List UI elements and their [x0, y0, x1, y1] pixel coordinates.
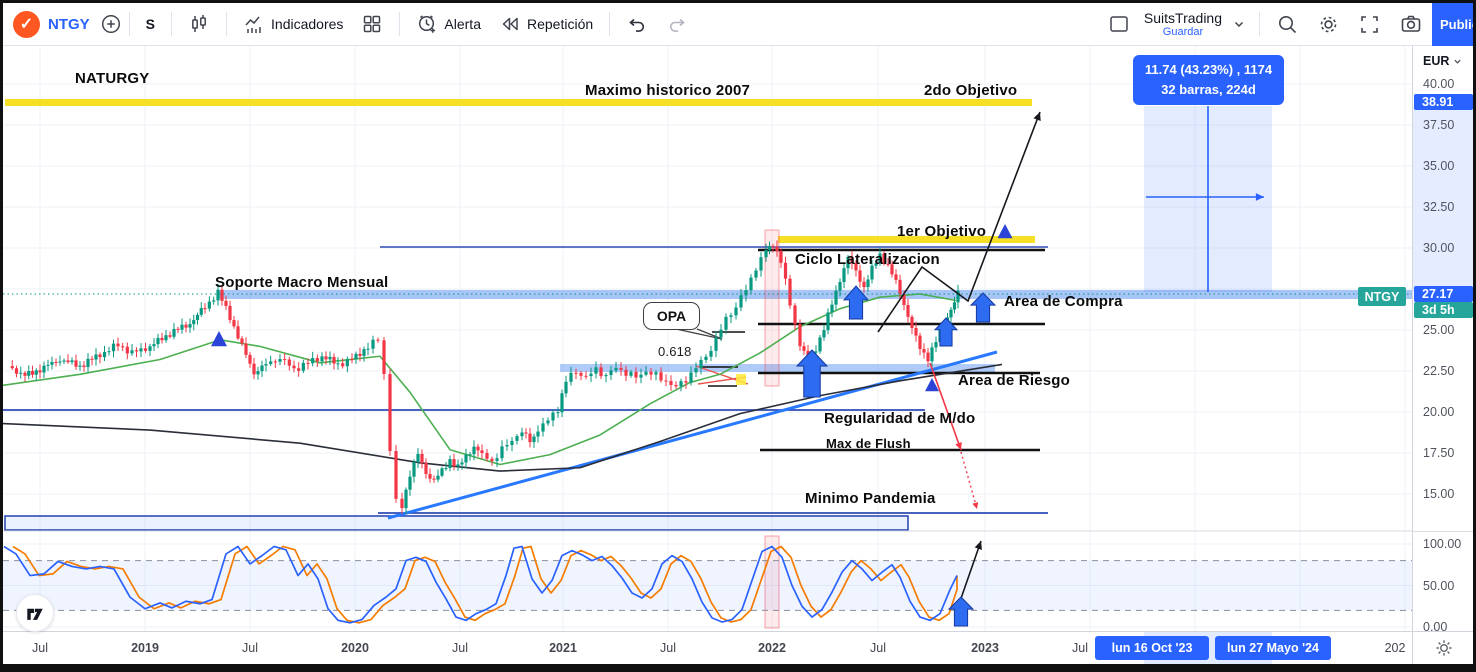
currency-selector[interactable]: EUR — [1423, 54, 1462, 68]
price-tick: 22.50 — [1423, 364, 1455, 378]
price-tick: 30.00 — [1423, 241, 1455, 255]
measure-bars-count: 32 barras, 224d — [1161, 82, 1256, 97]
templates-grid-icon[interactable] — [352, 7, 392, 41]
time-axis[interactable]: Jul 2019 Jul 2020 Jul 2021 Jul 2022 Jul 2023 Jul 20… — [3, 631, 1412, 665]
measure-tooltip: 11.74 (43.23%) , 1174 32 barras, 224d — [1133, 55, 1284, 105]
stoch-tick: 100.00 — [1423, 537, 1462, 551]
symbol-status-badge[interactable]: NTGY — [1358, 287, 1406, 306]
search-icon[interactable] — [1267, 7, 1308, 41]
label-area-riesgo[interactable]: Area de Riesgo — [958, 372, 1071, 389]
snapshot-camera-icon[interactable] — [1390, 7, 1432, 41]
interval-button[interactable]: S — [145, 16, 156, 32]
price-tick: 20.00 — [1423, 405, 1455, 419]
time-tick: Jul — [1072, 641, 1088, 655]
publish-button[interactable]: Publicar — [1432, 2, 1473, 46]
buy-block-arrow — [933, 317, 959, 347]
candlestick-series[interactable] — [10, 240, 960, 515]
label-max-flush[interactable]: Max de Flush — [826, 436, 911, 451]
stoch-k-line[interactable] — [3, 545, 958, 624]
label-2do-objetivo[interactable]: 2do Objetivo — [924, 82, 1018, 99]
buy-block-arrow — [947, 596, 975, 627]
price-tick: 37.50 — [1423, 118, 1455, 132]
label-1er-objetivo[interactable]: 1er Objetivo — [897, 223, 987, 240]
drawing-zones[interactable] — [3, 99, 1412, 629]
price-tick: 15.00 — [1423, 487, 1455, 501]
price-tick: 35.00 — [1423, 159, 1455, 173]
redo-icon[interactable] — [657, 7, 697, 41]
time-tick: 2023 — [971, 641, 999, 655]
stoch-tick: 0.00 — [1423, 620, 1448, 634]
measure-price-change: 11.74 (43.23%) , 1174 — [1144, 61, 1273, 77]
alert-clock-icon — [416, 13, 438, 35]
opa-callout[interactable]: OPA — [643, 302, 700, 330]
theme-sun-icon[interactable] — [1413, 631, 1474, 664]
indicators-icon — [243, 13, 265, 35]
stoch-d-line[interactable] — [12, 545, 958, 624]
price-tick: 32.50 — [1423, 200, 1455, 214]
gridlines — [3, 46, 1412, 631]
settings-gear-icon[interactable] — [1308, 7, 1349, 41]
marker-triangle — [211, 331, 227, 347]
price-badge: 27.17 — [1414, 286, 1473, 302]
time-tick: 2019 — [131, 641, 159, 655]
time-range-badge: lun 27 Mayo '24 — [1215, 636, 1331, 660]
tradingview-logo[interactable] — [16, 594, 54, 632]
indicators-button[interactable]: Indicadores — [234, 7, 352, 41]
stochastic-pane[interactable] — [3, 530, 1412, 624]
account-menu[interactable]: SuitsTrading Guardar — [1140, 10, 1226, 39]
time-tick: Jul — [660, 641, 676, 655]
marker-triangle — [997, 224, 1013, 239]
alert-button[interactable]: Alerta — [407, 7, 490, 41]
price-tick: 17.50 — [1423, 446, 1455, 460]
replay-icon — [499, 13, 521, 35]
price-axis-measure-tint — [1413, 106, 1474, 292]
buy-block-arrow — [969, 292, 997, 323]
buy-block-arrow — [842, 285, 870, 320]
save-button[interactable]: Guardar — [1162, 25, 1204, 38]
undo-icon[interactable] — [617, 7, 657, 41]
broker-logo-icon[interactable]: ✓ — [13, 10, 40, 38]
symbol-add-icon[interactable] — [100, 13, 122, 35]
chevron-down-icon[interactable] — [1226, 17, 1252, 31]
drawing-arrows[interactable] — [211, 111, 1264, 627]
symbol-button[interactable]: NTGY — [48, 15, 90, 33]
buy-block-arrow — [795, 349, 829, 398]
ma-slow-line[interactable] — [3, 363, 1003, 472]
time-tick: Jul — [32, 641, 48, 655]
label-ciclo-lateralizacion[interactable]: Ciclo Lateralizacion — [795, 251, 940, 268]
fullscreen-icon[interactable] — [1349, 7, 1390, 41]
price-badge: 3d 5h — [1414, 302, 1473, 318]
price-badge: 38.91 — [1414, 94, 1473, 110]
chart-canvas[interactable] — [3, 46, 1412, 631]
label-minimo-pandemia[interactable]: Minimo Pandemia — [805, 490, 936, 507]
time-range-badge: lun 16 Oct '23 — [1095, 636, 1209, 660]
time-tick: Jul — [242, 641, 258, 655]
price-tick: 40.00 — [1423, 77, 1455, 91]
label-fib-0618[interactable]: 0.618 — [658, 344, 692, 359]
time-tick: 2021 — [549, 641, 577, 655]
top-toolbar: ✓ NTGY S Indicadores — [3, 2, 1473, 46]
price-axis[interactable]: EUR 40.00 37.50 35.00 32.50 30.00 25.00 22.50 2… — [1412, 46, 1474, 664]
label-maximo-historico[interactable]: Maximo historico 2007 — [585, 82, 751, 99]
chart-style-candles-icon[interactable] — [179, 7, 219, 41]
label-soporte-macro[interactable]: Soporte Macro Mensual — [215, 274, 389, 291]
layout-icon[interactable] — [1098, 7, 1140, 41]
time-tick: 202 — [1384, 641, 1406, 655]
time-tick: 2020 — [341, 641, 369, 655]
price-tick: 25.00 — [1423, 323, 1455, 337]
label-area-compra[interactable]: Area de Compra — [1004, 293, 1123, 310]
symbol-watermark: NATURGY — [75, 70, 150, 87]
marker-triangle — [925, 378, 939, 392]
time-tick: Jul — [870, 641, 886, 655]
time-tick: 2022 — [758, 641, 786, 655]
chevron-down-icon — [1454, 59, 1462, 64]
time-tick: Jul — [452, 641, 468, 655]
account-name: SuitsTrading — [1143, 9, 1222, 26]
label-regularidad[interactable]: Regularidad de M/do — [824, 410, 976, 427]
stoch-tick: 50.00 — [1423, 578, 1455, 593]
replay-button[interactable]: Repetición — [490, 7, 602, 41]
